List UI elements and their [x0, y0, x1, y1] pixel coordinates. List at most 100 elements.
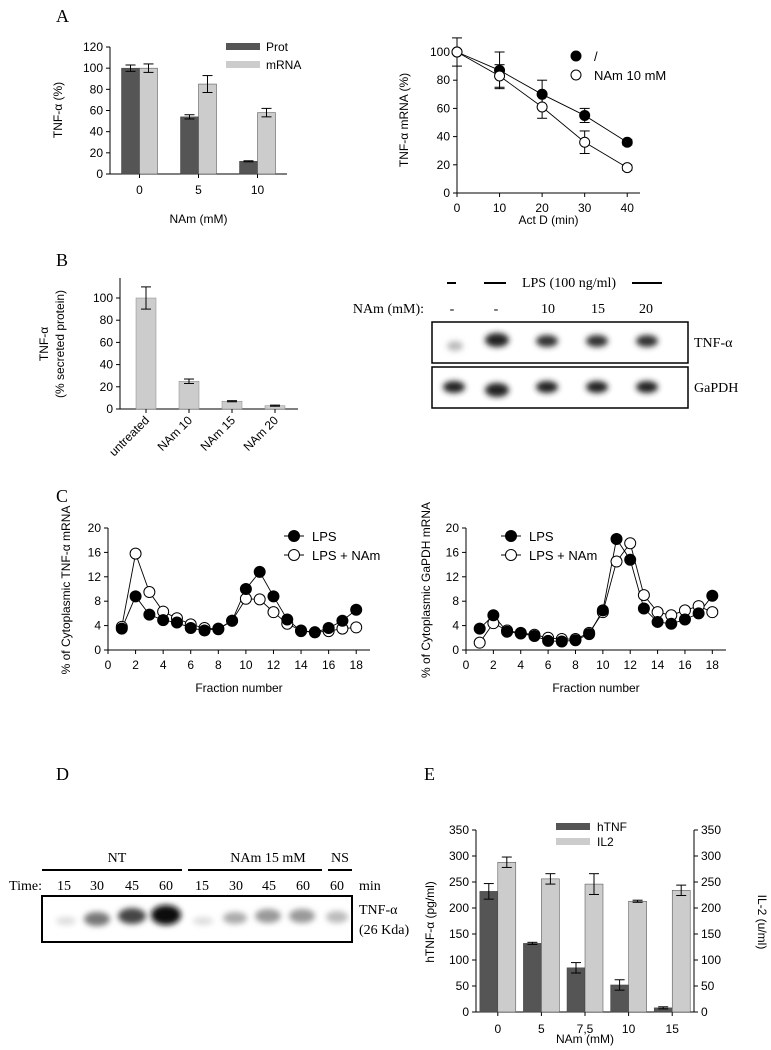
- e1-right-ytick-label-0: 0: [701, 1005, 708, 1019]
- e1-xtick-label-3: 10: [622, 1022, 636, 1036]
- a2-point-1-4: [621, 162, 633, 174]
- c2-ytick-label-4: 16: [446, 545, 460, 559]
- c2-xtick-label-1: 2: [490, 658, 497, 672]
- a1-x-label: NAm (mM): [170, 212, 228, 226]
- a1-bar-mrna-2: [257, 112, 276, 175]
- blot-d: NT NAm 15 mM NS Time: 15 30 45 60 15 30 45 60 60…: [9, 851, 409, 943]
- c1-x-label: Fraction number: [195, 681, 282, 695]
- c1-point-0-14: [308, 626, 321, 639]
- c1-point-0-11: [267, 590, 280, 603]
- blot-b-gapdh-band-1: [443, 381, 465, 393]
- c1-xtick-label-8: 16: [322, 658, 336, 672]
- c2-point-0-14: [665, 617, 678, 630]
- a1-ytick-label-4: 80: [90, 82, 104, 96]
- a2-xtick-label-0: 0: [454, 201, 461, 215]
- e1-bar-il2-0: [497, 861, 517, 1013]
- a1-bar-prot-1: [180, 116, 199, 175]
- a2-ytick-label-3: 60: [437, 101, 451, 115]
- c1-point-0-3: [157, 614, 170, 627]
- e1-xtick-label-1: 5: [538, 1022, 545, 1036]
- a1-legend-label-0: Prot: [266, 40, 289, 54]
- blot-d-band-1: [56, 917, 76, 925]
- a1-ytick-label-3: 60: [90, 104, 104, 118]
- c2-point-0-5: [542, 634, 555, 647]
- c1-legend-label-0: LPS: [312, 529, 337, 544]
- a1-bar-prot-2: [239, 161, 258, 175]
- e1-left-ytick-label-3: 150: [449, 927, 469, 941]
- a2-ytick-label-1: 20: [437, 158, 451, 172]
- c1-ytick-label-0: 0: [94, 643, 101, 657]
- chart-c1-tnf-polysome: 0 4 8 12 16 20 0 2 4 6 8 10 12 14 16 18 Fraction number%…: [59, 506, 380, 695]
- c2-point-0-7: [569, 634, 582, 647]
- blot-b-nam-20: 20: [639, 302, 653, 317]
- e1-right-ytick-label-4: 200: [701, 901, 721, 915]
- e1-bar-il2-1: [541, 878, 560, 1013]
- c1-point-0-15: [322, 622, 335, 635]
- a1-ytick-label-0: 0: [96, 167, 103, 181]
- c2-point-0-4: [528, 629, 541, 642]
- e1-right-ytick-label-6: 300: [701, 849, 721, 863]
- c2-point-0-11: [624, 553, 637, 566]
- blot-d-time-label: Time:: [9, 879, 42, 894]
- c2-xtick-label-9: 18: [706, 658, 720, 672]
- blot-d-band-label-2: (26 Kda): [359, 923, 409, 938]
- blot-d-band-2: [84, 912, 110, 926]
- c1-ytick-label-2: 8: [94, 594, 101, 608]
- a2-point-0-4: [621, 136, 633, 148]
- blot-b-minus-2: -: [494, 302, 499, 317]
- blot-b-tnf-band-3: [536, 335, 558, 347]
- c2-ytick-label-5: 20: [446, 521, 460, 535]
- c1-point-1-11: [267, 606, 280, 619]
- b1-ytick-label-3: 60: [100, 335, 114, 349]
- e1-xtick-label-2: 7,5: [577, 1022, 594, 1036]
- a1-xtick-label-0: 0: [136, 183, 143, 197]
- c1-legend-marker-0: [288, 530, 300, 542]
- blot-d-time-3: 60: [159, 879, 173, 894]
- e1-left-ytick-label-0: 0: [462, 1005, 469, 1019]
- c1-point-1-17: [350, 621, 363, 634]
- a1-ytick-label-2: 40: [90, 125, 104, 139]
- c1-ytick-label-1: 4: [94, 619, 101, 633]
- a2-legend-label-1: NAm 10 mM: [594, 68, 666, 83]
- e1-left-ytick-label-5: 250: [449, 875, 469, 889]
- a2-point-1-0: [451, 46, 463, 58]
- e1-bar-htnf-1: [523, 943, 542, 1013]
- e1-y-label: hTNF-α (pg/ml): [423, 881, 437, 963]
- a1-xtick-label-1: 5: [195, 183, 202, 197]
- a1-y-label: TNF-α (%): [51, 82, 65, 138]
- c2-point-0-1: [487, 609, 500, 622]
- a1-ytick-label-1: 20: [90, 146, 104, 160]
- blot-d-band-7: [255, 909, 281, 923]
- a2-ytick-label-5: 100: [430, 45, 450, 59]
- e1-right-ytick-label-5: 250: [701, 875, 721, 889]
- a2-xtick-label-1: 10: [493, 201, 507, 215]
- e1-right-ytick-label-1: 50: [701, 979, 715, 993]
- b1-ytick-label-0: 0: [106, 402, 113, 416]
- c2-point-0-13: [651, 615, 664, 628]
- e1-bar-htnf-0: [479, 891, 499, 1013]
- c2-xtick-label-7: 14: [651, 658, 665, 672]
- blot-b-tnf-band-4: [586, 335, 608, 347]
- a2-point-1-3: [579, 136, 591, 148]
- blot-d-band-label-1: TNF-α: [359, 903, 398, 918]
- blot-b-nam-15: 15: [591, 302, 605, 317]
- c2-xtick-label-5: 10: [596, 658, 610, 672]
- c2-xtick-label-8: 16: [678, 658, 692, 672]
- c1-xtick-label-2: 4: [160, 658, 167, 672]
- blot-b-lps-label: LPS (100 ng/ml): [522, 276, 616, 291]
- c1-point-0-17: [350, 603, 363, 616]
- blot-d-band-9: [326, 911, 348, 923]
- e1-legend-label-0: hTNF: [597, 820, 627, 834]
- blot-b-nam-10: 10: [541, 302, 555, 317]
- c1-ytick-label-5: 20: [88, 521, 102, 535]
- a2-legend-label-0: /: [594, 49, 598, 64]
- c2-point-0-12: [637, 602, 650, 615]
- blot-b-tnf-band-5: [636, 335, 658, 347]
- e1-left-ytick-label-4: 200: [449, 901, 469, 915]
- chart-e1-htnf-il2: 0501001502002503003500501001502002503003…: [423, 820, 769, 1046]
- c2-legend-marker-1: [505, 549, 517, 561]
- c2-xtick-label-0: 0: [463, 658, 470, 672]
- a2-point-1-2: [536, 101, 548, 113]
- c1-point-0-6: [198, 624, 211, 637]
